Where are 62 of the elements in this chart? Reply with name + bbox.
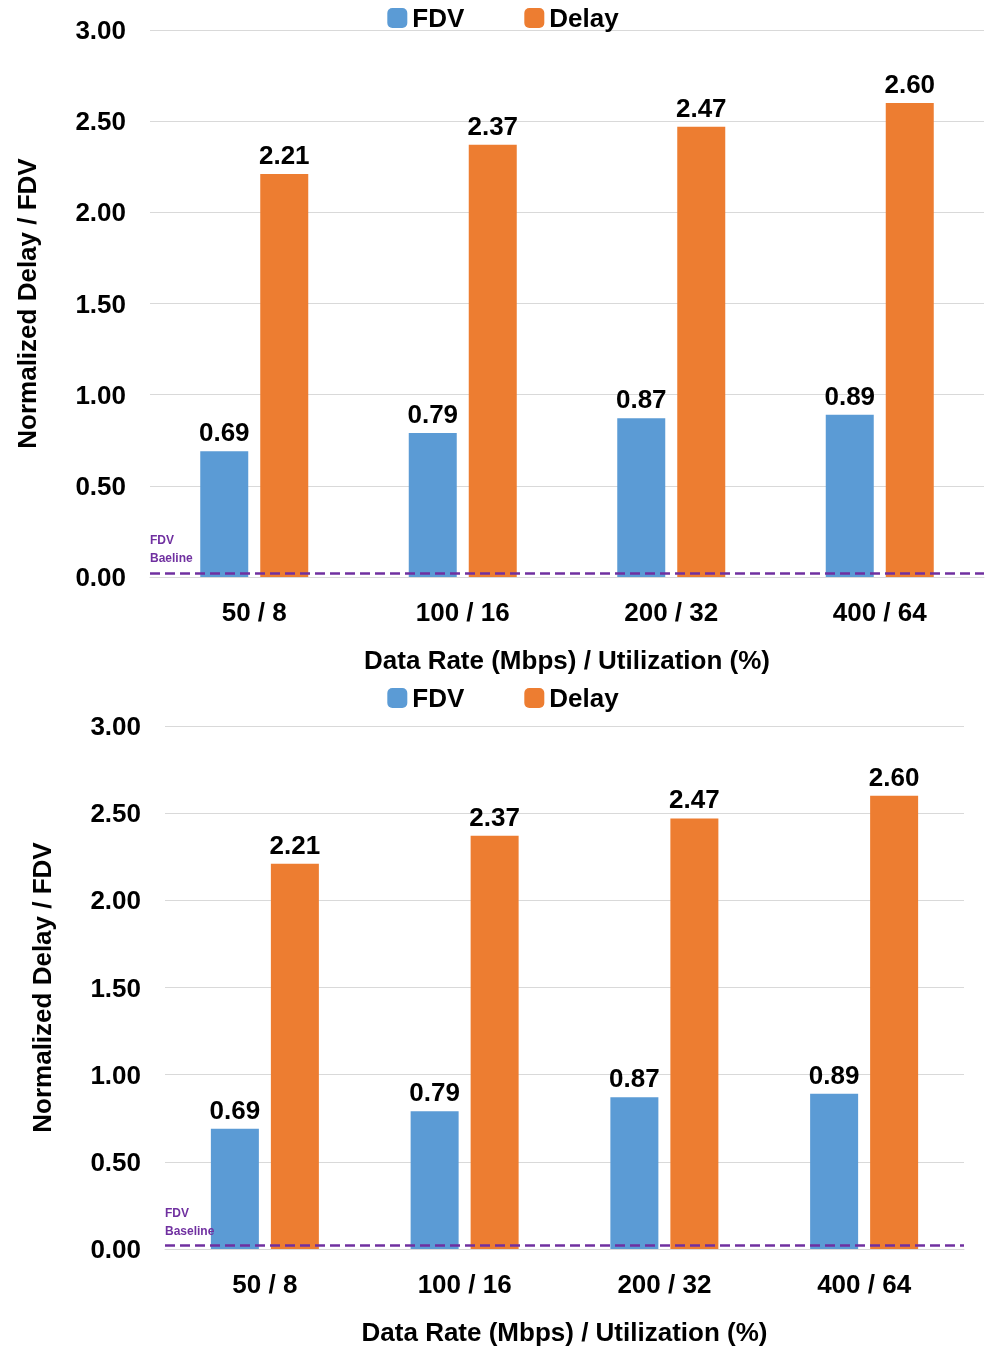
y-tick-label: 3.00	[90, 711, 141, 741]
data-label: 0.69	[198, 417, 250, 448]
data-label: 0.89	[808, 1059, 860, 1090]
y-tick-label: 0.50	[90, 1146, 141, 1177]
data-label: 2.60	[868, 761, 920, 792]
data-label: 0.87	[609, 1063, 660, 1094]
y-axis-title: Normalized Delay / FDV	[12, 157, 42, 449]
data-label: 2.21	[269, 829, 321, 860]
y-tick-label: 1.00	[75, 379, 126, 410]
x-tick-label: 100 / 16	[415, 597, 510, 627]
data-label: 0.79	[409, 1077, 460, 1108]
y-tick-label: 3.00	[75, 15, 126, 45]
ref-line-label: FDV Baeline	[150, 533, 194, 566]
x-tick-label: 400 / 64	[832, 597, 928, 627]
bar	[410, 1111, 459, 1249]
y-tick-label: 2.50	[90, 798, 141, 829]
legend-label: FDV	[412, 3, 465, 33]
bar	[260, 174, 309, 577]
data-label: 2.47	[669, 784, 720, 815]
y-axis-title: Normalized Delay / FDV	[27, 841, 57, 1133]
bar	[408, 432, 457, 577]
bar	[270, 863, 319, 1249]
x-tick-label: 50 / 8	[232, 1269, 298, 1299]
x-tick-label: 400 / 64	[817, 1269, 912, 1299]
bar	[670, 818, 719, 1249]
y-tick-label: 0.00	[90, 1234, 141, 1264]
x-tick-label: 200 / 32	[617, 1269, 712, 1299]
y-tick-label: 1.00	[90, 1059, 141, 1090]
bar	[200, 451, 249, 577]
y-tick-label: 2.00	[90, 885, 141, 916]
y-tick-label: 1.50	[75, 288, 126, 319]
y-tick-label: 2.50	[75, 106, 126, 137]
bar	[810, 1093, 859, 1249]
legend-label: FDV	[412, 683, 465, 713]
x-tick-label: 200 / 32	[624, 597, 719, 627]
bar	[617, 418, 666, 577]
data-label: 2.37	[467, 110, 519, 141]
bar	[610, 1097, 659, 1249]
y-tick-label: 1.50	[90, 972, 141, 1003]
x-axis-title: Data Rate (Mbps) / Utilization (%)	[364, 645, 770, 675]
data-label: 2.21	[258, 140, 310, 171]
data-label: 2.37	[469, 801, 520, 832]
data-label: 0.89	[824, 380, 876, 411]
y-tick-label: 0.00	[75, 562, 126, 592]
bar	[825, 414, 874, 577]
legend-label: Delay	[549, 3, 620, 33]
bar	[470, 835, 519, 1249]
data-label: 0.87	[615, 384, 667, 415]
bar	[885, 102, 934, 577]
data-label: 2.60	[884, 68, 936, 99]
y-tick-label: 0.50	[75, 470, 126, 501]
x-tick-label: 100 / 16	[417, 1269, 512, 1299]
data-label: 0.69	[209, 1094, 261, 1125]
data-label: 0.79	[407, 398, 459, 429]
bar	[870, 795, 919, 1249]
bar	[677, 126, 726, 577]
bar	[468, 144, 517, 577]
x-axis-title: Data Rate (Mbps) / Utilization (%)	[361, 1317, 768, 1347]
legend-label: Delay	[549, 683, 620, 713]
y-tick-label: 2.00	[75, 197, 126, 228]
x-tick-label: 50 / 8	[221, 597, 287, 627]
data-label: 2.47	[675, 92, 727, 123]
